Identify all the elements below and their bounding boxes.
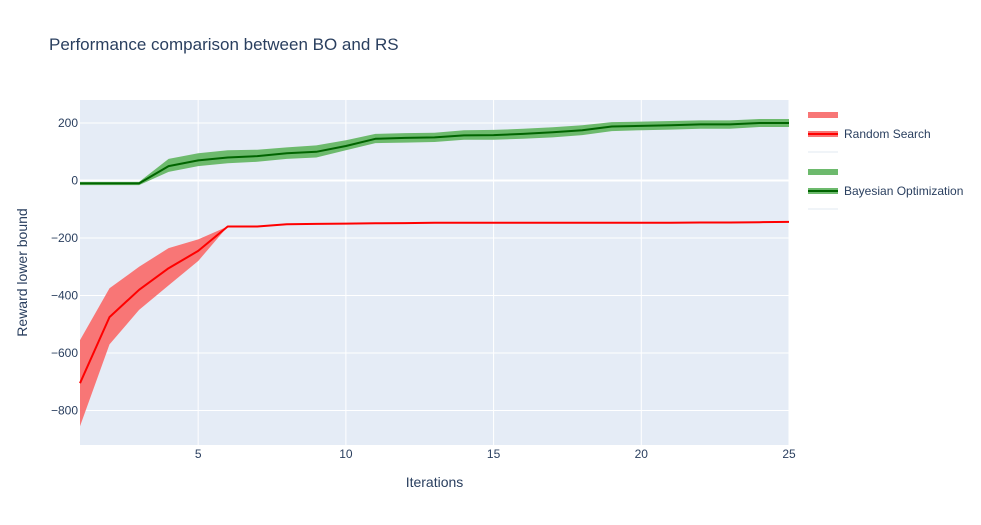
x-tick-label: 5 bbox=[195, 447, 202, 461]
y-tick-label: −800 bbox=[51, 404, 78, 418]
x-axis-title: Iterations bbox=[406, 474, 464, 490]
legend-label: Bayesian Optimization bbox=[844, 184, 963, 198]
series-lines bbox=[79, 122, 790, 384]
x-tick-labels: 5 10 15 20 25 bbox=[195, 447, 796, 461]
legend[interactable]: Random Search Bayesian Optimization bbox=[808, 112, 963, 210]
confidence-band-1 bbox=[80, 119, 789, 186]
y-tick-label: −400 bbox=[51, 289, 78, 303]
series-line-1 bbox=[80, 122, 789, 185]
x-tick-label: 25 bbox=[782, 447, 796, 461]
y-tick-labels: −800 −600 −400 −200 0 200 bbox=[51, 116, 78, 418]
plot-area bbox=[80, 100, 789, 445]
legend-band-swatch bbox=[808, 169, 838, 175]
y-tick-label: −200 bbox=[51, 231, 78, 245]
legend-band-swatch bbox=[808, 112, 838, 118]
x-tick-label: 20 bbox=[635, 447, 649, 461]
y-tick-label: −600 bbox=[51, 346, 78, 360]
series-line-0 bbox=[79, 220, 790, 384]
legend-label: Random Search bbox=[844, 127, 931, 141]
y-tick-label: 0 bbox=[71, 174, 78, 188]
chart-title: Performance comparison between BO and RS bbox=[49, 35, 399, 54]
confidence-bands bbox=[80, 119, 789, 427]
x-tick-label: 10 bbox=[339, 447, 353, 461]
y-axis-title: Reward lower bound bbox=[14, 208, 30, 336]
y-tick-label: 200 bbox=[58, 116, 78, 130]
x-tick-label: 15 bbox=[487, 447, 501, 461]
